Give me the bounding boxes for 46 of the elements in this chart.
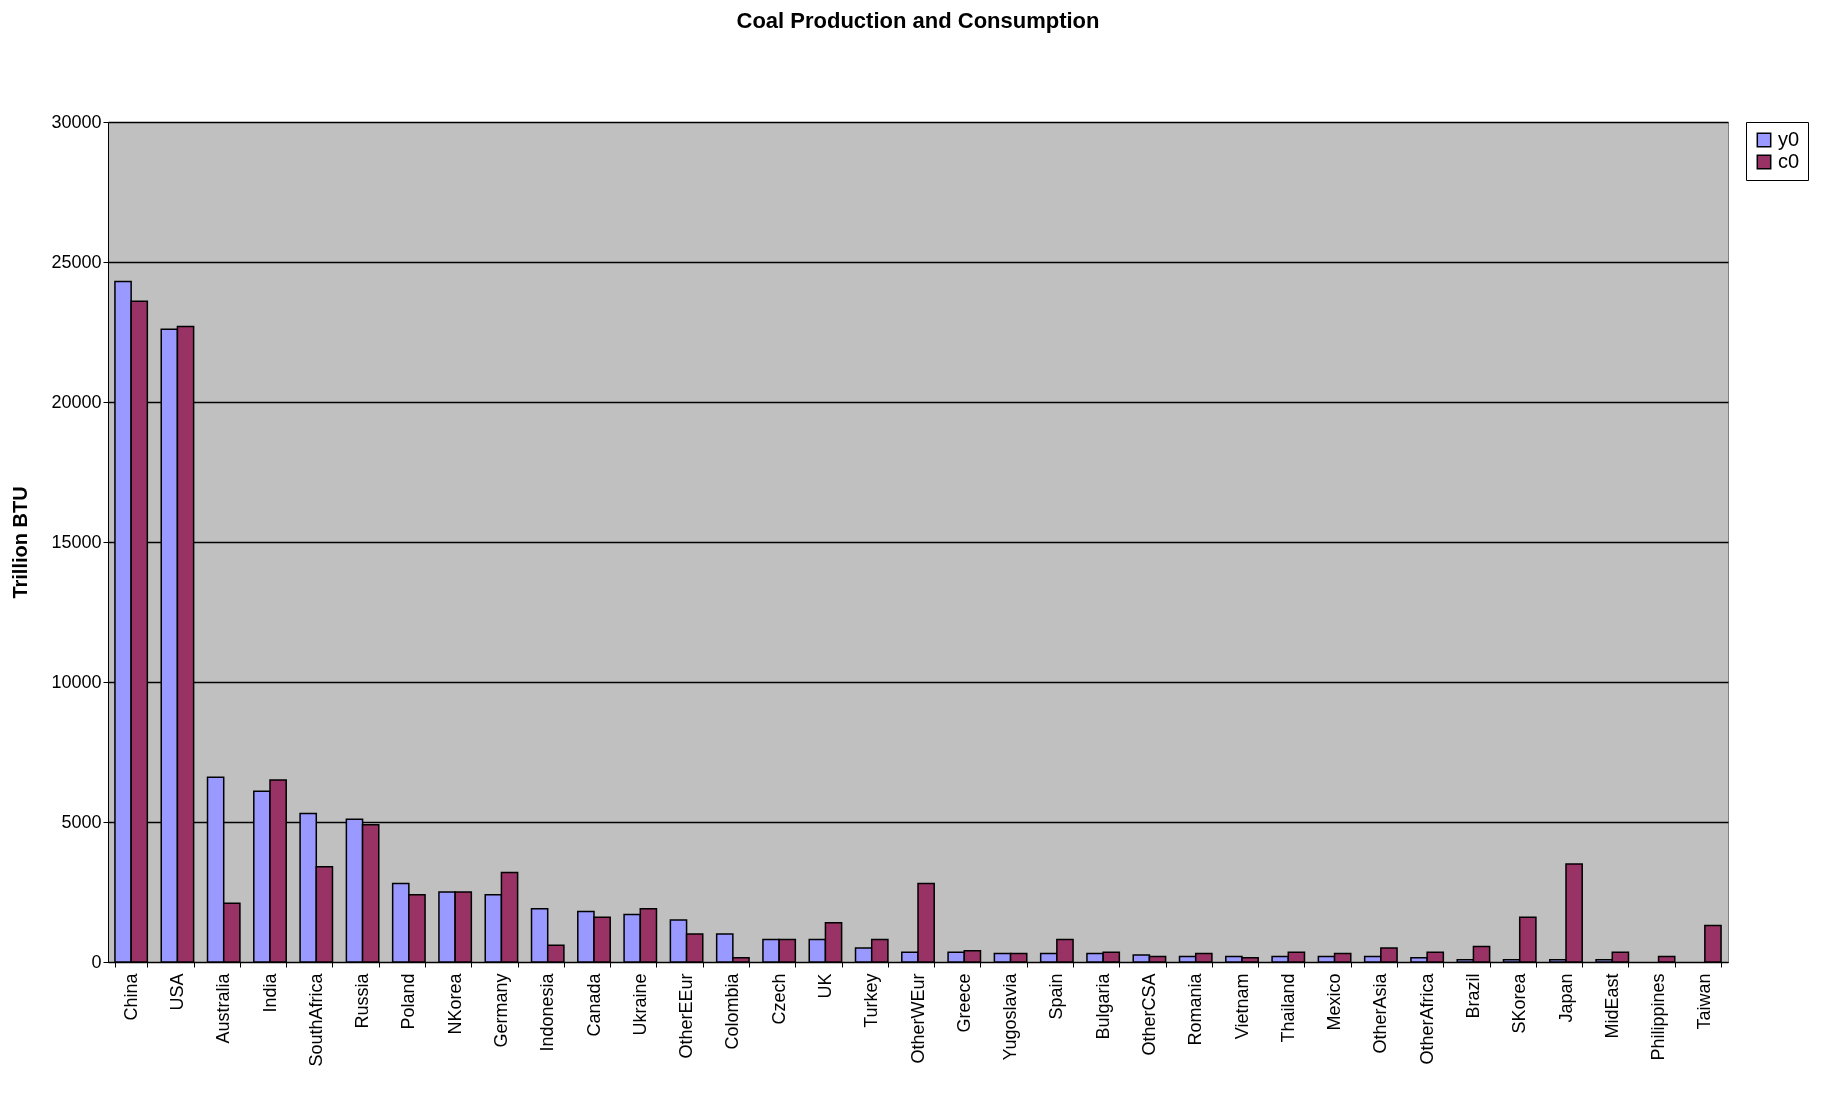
x-tick-label: Mexico	[1324, 973, 1345, 1031]
y-axis-title: Trillion BTU	[9, 486, 32, 599]
x-tick-label: OtherCSA	[1138, 973, 1159, 1056]
x-tick-label: Thailand	[1277, 973, 1298, 1043]
x-tick-label: Spain	[1046, 973, 1067, 1020]
x-tick-label: Indonesia	[537, 972, 558, 1052]
x-tick-label: Australia	[213, 972, 234, 1044]
x-tick-label: Colombia	[722, 972, 743, 1050]
x-tick-label: Yugoslavia	[1000, 972, 1021, 1061]
y-tick-label: 15000	[51, 531, 102, 552]
y-tick-label: 20000	[51, 391, 102, 412]
chart-title: Coal Production and Consumption	[736, 8, 1100, 33]
x-tick-label: Ukraine	[629, 973, 650, 1036]
x-tick-label: Japan	[1555, 973, 1576, 1023]
x-tick-label: Philippines	[1648, 973, 1669, 1061]
x-tick-label: USA	[166, 973, 187, 1011]
x-tick-label: Romania	[1185, 972, 1206, 1046]
x-tick-label: UK	[814, 973, 835, 999]
x-tick-label: Czech	[768, 973, 789, 1025]
x-tick-label: Vietnam	[1231, 973, 1252, 1040]
x-tick-label: Turkey	[861, 973, 882, 1028]
x-tick-label: Bulgaria	[1092, 972, 1113, 1040]
x-tick-label: NKorea	[444, 972, 465, 1035]
x-tick-label: OtherAfrica	[1416, 972, 1437, 1065]
x-tick-label: SKorea	[1509, 972, 1530, 1034]
x-tick-label: OtherWEur	[907, 973, 928, 1064]
x-tick-label: Russia	[352, 972, 373, 1029]
x-tick-label: India	[259, 972, 280, 1013]
y-tick-label: 10000	[51, 671, 102, 692]
y-tick-label: 30000	[51, 111, 102, 132]
x-tick-label: SouthAfrica	[305, 972, 326, 1067]
x-tick-label: Taiwan	[1694, 973, 1715, 1030]
y-tick-label: 0	[91, 951, 102, 972]
legend-label: y0	[1778, 128, 1800, 150]
x-tick-label: Greece	[953, 973, 974, 1033]
legend-label: c0	[1778, 150, 1800, 172]
x-tick-label: OtherAsia	[1370, 972, 1391, 1054]
x-tick-label: Canada	[583, 972, 604, 1037]
y-tick-label: 5000	[61, 811, 102, 832]
x-tick-label: China	[120, 972, 141, 1021]
y-tick-label: 25000	[51, 251, 102, 272]
x-tick-label: MidEast	[1601, 973, 1622, 1039]
x-tick-label: Germany	[490, 973, 511, 1048]
x-tick-label: Brazil	[1462, 973, 1483, 1019]
x-tick-label: Poland	[398, 973, 419, 1030]
x-tick-label: OtherEEur	[676, 973, 697, 1059]
